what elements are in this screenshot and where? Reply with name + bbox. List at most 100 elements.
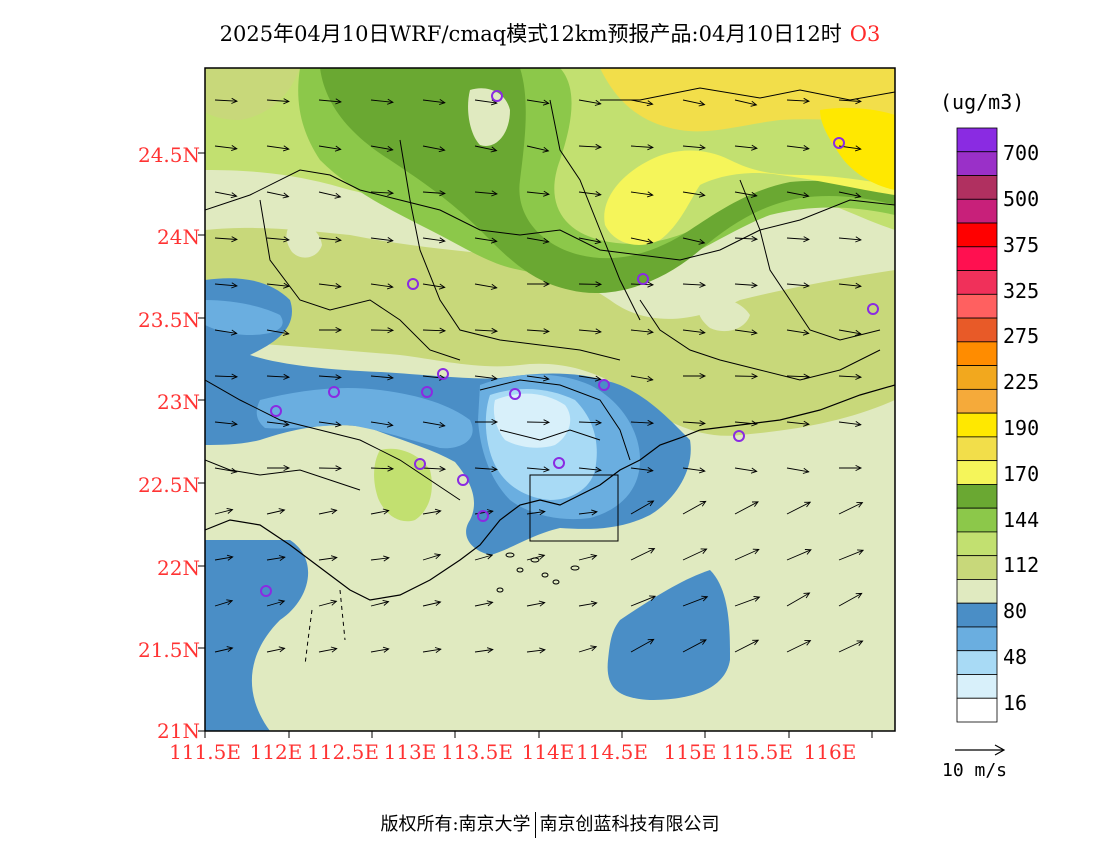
footer-right: 南京创蓝科技有限公司 bbox=[539, 814, 720, 835]
wind-arrow-head bbox=[542, 99, 550, 106]
colorbar-box bbox=[956, 388, 998, 414]
colorbar-box bbox=[956, 270, 998, 295]
wind-arrow-head bbox=[857, 549, 865, 556]
wind-arrow-head bbox=[647, 419, 655, 426]
wind-arrow-head bbox=[278, 599, 286, 606]
wind-arrow bbox=[838, 593, 862, 607]
colorbar-box bbox=[956, 293, 998, 319]
wind-arrow bbox=[786, 375, 810, 378]
wind-arrow bbox=[578, 602, 597, 607]
wind-arrow-head bbox=[543, 280, 551, 288]
colorbar-box bbox=[956, 246, 998, 271]
wind-arrow-head bbox=[386, 145, 394, 152]
wind-arrow-head bbox=[699, 144, 706, 151]
wind-arrow-head bbox=[802, 192, 810, 199]
wind-arrow bbox=[682, 145, 705, 149]
wind-arrow bbox=[214, 556, 233, 561]
colorbar-label: 48 bbox=[1003, 645, 1028, 669]
wind-arrow bbox=[734, 329, 757, 334]
wind-arrow bbox=[526, 191, 549, 195]
wind-arrow-head bbox=[590, 600, 598, 607]
wind-arrow-head bbox=[543, 466, 550, 473]
wind-arrow bbox=[630, 639, 654, 653]
colorbar-box bbox=[956, 127, 998, 153]
wind-arrow bbox=[838, 421, 861, 426]
wind-arrow bbox=[266, 647, 285, 653]
wind-arrow bbox=[734, 548, 759, 561]
colorbar-label: 80 bbox=[1003, 599, 1028, 623]
wind-arrow bbox=[214, 283, 237, 287]
wind-arrow-head bbox=[438, 283, 446, 290]
wind-arrow-head bbox=[231, 373, 239, 380]
wind-arrow bbox=[786, 329, 809, 334]
wind-arrow bbox=[786, 592, 810, 607]
colorbar-box bbox=[956, 650, 998, 675]
wind-arrow bbox=[214, 99, 238, 102]
wind-arrow bbox=[422, 467, 446, 470]
wind-arrow-head bbox=[543, 190, 550, 197]
wind-reference-label: 10 m/s bbox=[942, 760, 1008, 781]
wind-arrow-head bbox=[804, 640, 812, 646]
lon-label: 115.5E bbox=[721, 740, 793, 764]
wind-arrow bbox=[422, 283, 445, 288]
wind-arrow bbox=[838, 502, 863, 515]
lon-label: 114E bbox=[521, 740, 575, 764]
wind-arrow bbox=[474, 554, 493, 561]
wind-arrow bbox=[786, 283, 809, 287]
wind-arrow bbox=[630, 500, 654, 515]
colorbar-box bbox=[956, 198, 998, 224]
wind-arrow bbox=[526, 145, 549, 152]
wind-arrow-head bbox=[646, 100, 654, 107]
wind-arrow-head bbox=[335, 236, 342, 243]
wind-arrow bbox=[734, 596, 760, 607]
wind-arrow-head bbox=[334, 145, 342, 152]
lon-label: 116E bbox=[803, 740, 857, 764]
wind-arrow bbox=[318, 375, 341, 378]
wind-arrow bbox=[214, 237, 237, 240]
wind-arrow-head bbox=[854, 329, 862, 336]
wind-arrow-head bbox=[647, 328, 654, 335]
wind-arrow-head bbox=[803, 97, 811, 104]
wind-arrow-head bbox=[383, 555, 390, 562]
lat-label: 22N bbox=[157, 556, 200, 580]
wind-arrow bbox=[526, 329, 549, 332]
wind-arrow-head bbox=[490, 146, 498, 153]
wind-arrow-head bbox=[538, 553, 546, 560]
wind-arrow-head bbox=[278, 555, 286, 561]
wind-arrow-head bbox=[335, 374, 342, 381]
wind-arrow-head bbox=[542, 237, 550, 244]
wind-arrow bbox=[578, 555, 597, 561]
wind-arrow-head bbox=[438, 237, 446, 244]
wind-arrow-head bbox=[648, 548, 656, 554]
wind-arrow-head bbox=[542, 375, 550, 382]
wind-arrow-head bbox=[491, 418, 499, 426]
lon-label: 113E bbox=[383, 740, 437, 764]
wind-arrow bbox=[474, 283, 497, 289]
wind-arrow bbox=[370, 467, 394, 470]
wind-arrow-head bbox=[439, 465, 447, 472]
wind-arrow bbox=[734, 237, 758, 240]
wind-arrow-head bbox=[751, 144, 758, 151]
wind-arrow bbox=[266, 99, 289, 102]
wind-arrow-head bbox=[649, 595, 657, 602]
colorbar-label: 275 bbox=[1003, 324, 1040, 348]
colorbar-label: 16 bbox=[1003, 691, 1028, 715]
colorbar-box bbox=[956, 626, 998, 652]
wind-arrow bbox=[786, 237, 809, 240]
lat-label: 21N bbox=[157, 719, 200, 743]
wind-arrow-head bbox=[434, 647, 442, 653]
wind-arrow bbox=[370, 237, 393, 242]
colorbar-label: 225 bbox=[1003, 370, 1040, 394]
wind-arrow bbox=[318, 648, 337, 653]
wind-arrow-head bbox=[335, 98, 342, 105]
wind-arrow-head bbox=[231, 97, 239, 104]
wind-arrow-head bbox=[283, 282, 290, 289]
wind-arrow bbox=[422, 648, 441, 653]
wind-arrow bbox=[838, 191, 861, 198]
wind-arrow-head bbox=[486, 647, 494, 654]
wind-arrow-head bbox=[439, 327, 447, 334]
wind-arrow-head bbox=[486, 553, 494, 560]
axis-ticks bbox=[198, 152, 873, 738]
colorbar-box bbox=[956, 317, 998, 343]
wind-arrow bbox=[682, 596, 708, 607]
